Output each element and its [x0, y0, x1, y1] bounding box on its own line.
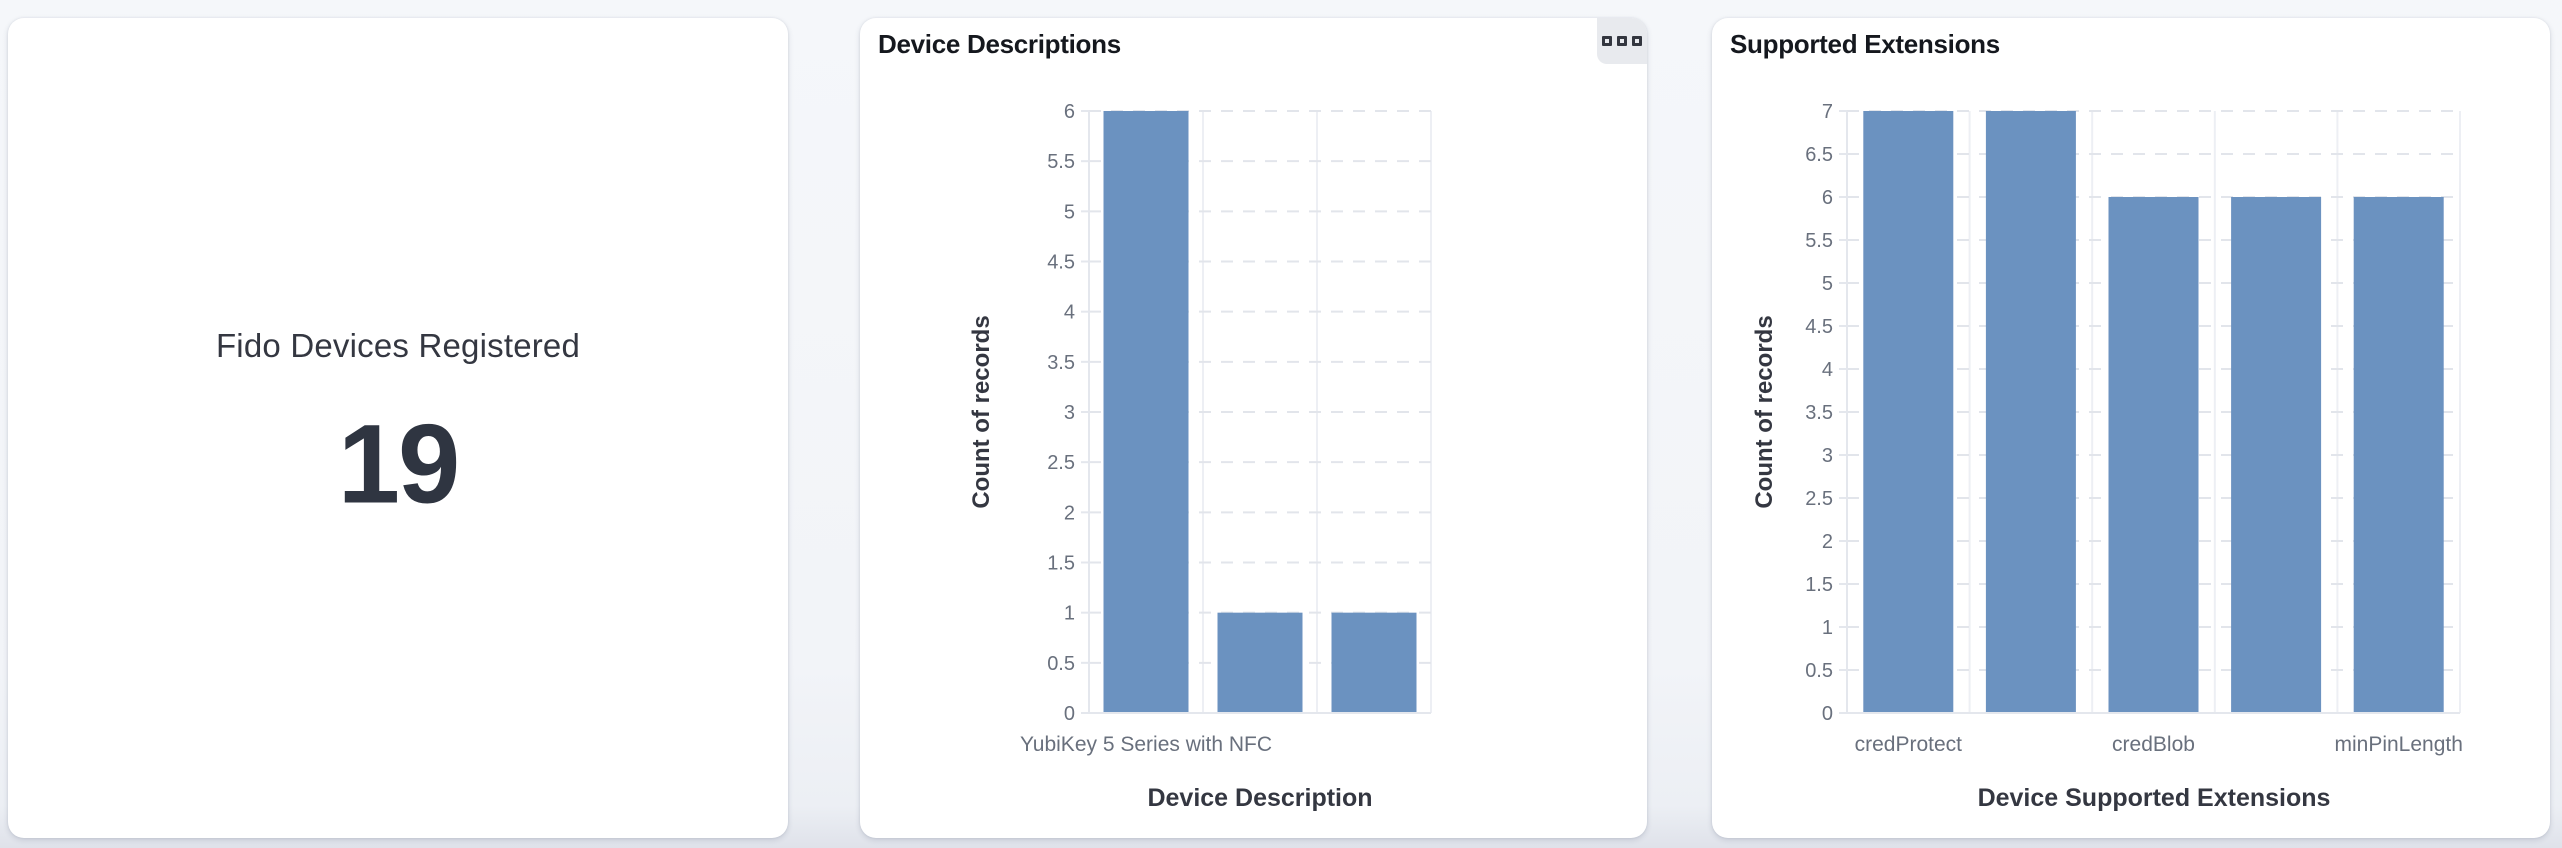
- y-tick-label: 4: [1822, 359, 1833, 381]
- bar-2[interactable]: [1331, 612, 1417, 713]
- x-tick-label: minPinLength: [2334, 733, 2462, 756]
- y-tick-label: 3.5: [1047, 352, 1075, 374]
- y-tick-label: 2: [1064, 502, 1075, 524]
- y-tick-label: 5.5: [1047, 151, 1075, 173]
- y-tick-label: 5: [1064, 201, 1075, 223]
- y-tick-label: 6.5: [1805, 144, 1833, 166]
- three-squares-icon: [1632, 36, 1642, 46]
- y-tick-label: 3: [1822, 445, 1833, 467]
- y-tick-label: 6: [1064, 101, 1075, 123]
- bar-0[interactable]: [1863, 111, 1954, 713]
- panel-supported-extensions: Supported Extensions 0 0.5 1 1.5 2 2.5 3 3.5 4 4.…: [1712, 18, 2550, 838]
- x-axis-title: Device Description: [1147, 784, 1373, 812]
- bar-0[interactable]: [1103, 111, 1189, 713]
- y-tick-label: 0.5: [1805, 660, 1833, 682]
- y-tick-label: 0: [1822, 703, 1833, 725]
- bar-3[interactable]: [2231, 197, 2322, 713]
- y-tick-label: 4: [1064, 302, 1075, 324]
- y-axis-title: Count of records: [968, 315, 995, 509]
- y-tick-label: 4.5: [1805, 316, 1833, 338]
- y-tick-label: 4.5: [1047, 252, 1075, 274]
- three-squares-icon: [1602, 36, 1612, 46]
- panel-menu-button[interactable]: [1597, 18, 1647, 64]
- metric-value: 19: [337, 401, 461, 527]
- supported-extensions-bar-chart: 0 0.5 1 1.5 2 2.5 3 3.5 4 4.5 5 5.5 6 6.5 7 credProtect…: [1805, 101, 2463, 756]
- device-descriptions-bar-chart: 0 0.5 1 1.5 2 2.5 3 3.5 4 4.5 5 5.5 6 YubiKey 5 Serie…: [1020, 101, 1432, 756]
- y-tick-label: 2: [1822, 531, 1833, 553]
- y-tick-label: 5.5: [1805, 230, 1833, 252]
- y-axis-title: Count of records: [1751, 315, 1778, 509]
- panel-title: Supported Extensions: [1730, 29, 2000, 59]
- y-tick-label: 7: [1822, 101, 1833, 123]
- y-tick-label: 0: [1064, 703, 1075, 725]
- y-tick-label: 1.5: [1805, 574, 1833, 596]
- y-tick-label: 1: [1822, 617, 1833, 639]
- y-tick-label: 6: [1822, 187, 1833, 209]
- y-tick-label: 0.5: [1047, 653, 1075, 675]
- y-tick-label: 1: [1064, 603, 1075, 625]
- panel-title: Device Descriptions: [878, 29, 1121, 59]
- y-tick-label: 1.5: [1047, 553, 1075, 575]
- y-tick-label: 3: [1064, 402, 1075, 424]
- x-axis-title: Device Supported Extensions: [1977, 784, 2331, 812]
- panel-device-descriptions: Device Descriptions 0 0.5 1 1.5 2 2.5 3 3.5 4 4.5…: [860, 18, 1647, 838]
- x-tick-label: credProtect: [1855, 733, 1963, 756]
- y-tick-label: 2.5: [1805, 488, 1833, 510]
- metric-label: Fido Devices Registered: [215, 327, 581, 364]
- bar-1[interactable]: [1217, 612, 1303, 713]
- x-tick-label: credBlob: [2112, 733, 2195, 756]
- bar-4[interactable]: [2353, 197, 2444, 713]
- x-tick-label: YubiKey 5 Series with NFC: [1020, 733, 1272, 756]
- three-squares-icon: [1617, 36, 1627, 46]
- panel-fido-devices-registered: Fido Devices Registered 19: [8, 18, 788, 838]
- bar-1[interactable]: [1985, 111, 2076, 713]
- y-tick-label: 5: [1822, 273, 1833, 295]
- y-tick-label: 3.5: [1805, 402, 1833, 424]
- bar-2[interactable]: [2108, 197, 2199, 713]
- y-tick-label: 2.5: [1047, 452, 1075, 474]
